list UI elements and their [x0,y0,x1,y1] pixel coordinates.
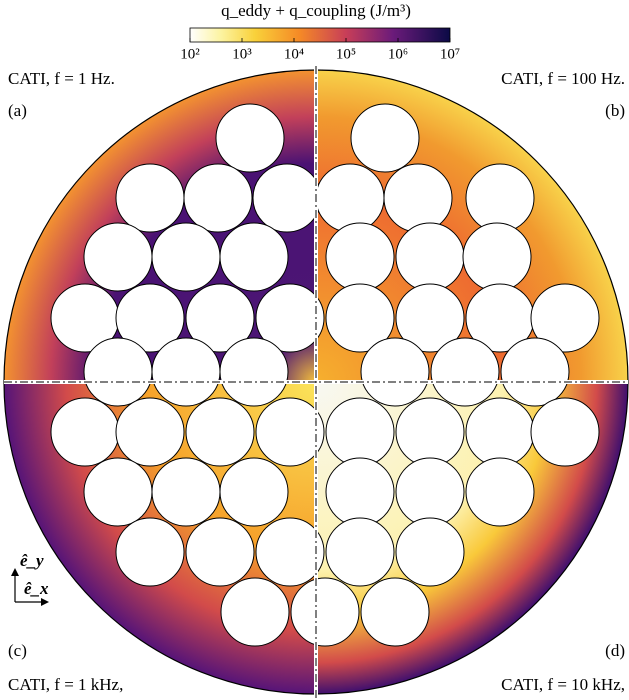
filament [185,283,255,353]
filament [465,397,535,467]
filament [215,103,285,173]
caption: CATI, f = 10 kHz, [501,675,625,694]
axis-y-label: ê_y [20,551,44,570]
filament [220,577,290,647]
axes-glyph [11,568,49,606]
filament [395,397,465,467]
filament [325,397,395,467]
arrowheads [11,568,49,606]
filament [255,283,325,353]
filament [530,283,600,353]
caption: CATI, f = 100 Hz. [501,69,625,88]
panel-letter: (b) [605,101,625,120]
filament [183,163,253,233]
filament [395,283,465,353]
panel-letter: (a) [8,101,27,120]
filament [252,163,322,233]
filament [325,222,395,292]
colorbar-title: q_eddy + q_coupling (J/m³) [221,1,411,20]
axis-x-label: ê_x [24,579,49,598]
panel-letter: (d) [605,641,625,660]
filament [255,397,325,467]
colorbar-tick-label: 10³ [232,46,252,62]
filament [290,577,360,647]
filament [430,337,500,407]
filament [465,457,535,527]
filament [83,457,153,527]
filament [383,163,453,233]
filament [500,337,570,407]
filament [83,222,153,292]
filament [360,577,430,647]
filament [219,337,289,407]
filament [395,457,465,527]
filament [185,517,255,587]
filament [151,337,221,407]
filament [219,457,289,527]
filament [83,337,153,407]
filament [50,397,120,467]
filament [115,397,185,467]
filament [115,517,185,587]
filament [315,163,385,233]
colorbar-tick-label: 10⁵ [336,46,356,62]
filament [115,283,185,353]
filament [151,222,221,292]
filament [185,397,255,467]
filament [325,283,395,353]
colorbar [189,27,451,43]
filament [325,457,395,527]
colorbar-tick-label: 10⁷ [440,46,460,62]
filament [395,222,465,292]
filament [219,222,289,292]
colorbar-tick-label: 10⁴ [284,46,304,62]
filament [530,397,600,467]
filaments [50,103,600,647]
filament [151,457,221,527]
filament [360,337,430,407]
panel-letter: (c) [8,641,27,660]
filament [255,517,325,587]
filament [395,517,465,587]
filament [462,222,532,292]
caption: CATI, f = 1 kHz, [8,675,123,694]
caption: CATI, f = 1 Hz. [8,69,115,88]
filament [350,103,420,173]
filament [115,163,185,233]
filament [465,163,535,233]
colorbar-tick-label: 10² [180,46,200,62]
colorbar-tick-label: 10⁶ [388,46,408,62]
filament [325,517,395,587]
